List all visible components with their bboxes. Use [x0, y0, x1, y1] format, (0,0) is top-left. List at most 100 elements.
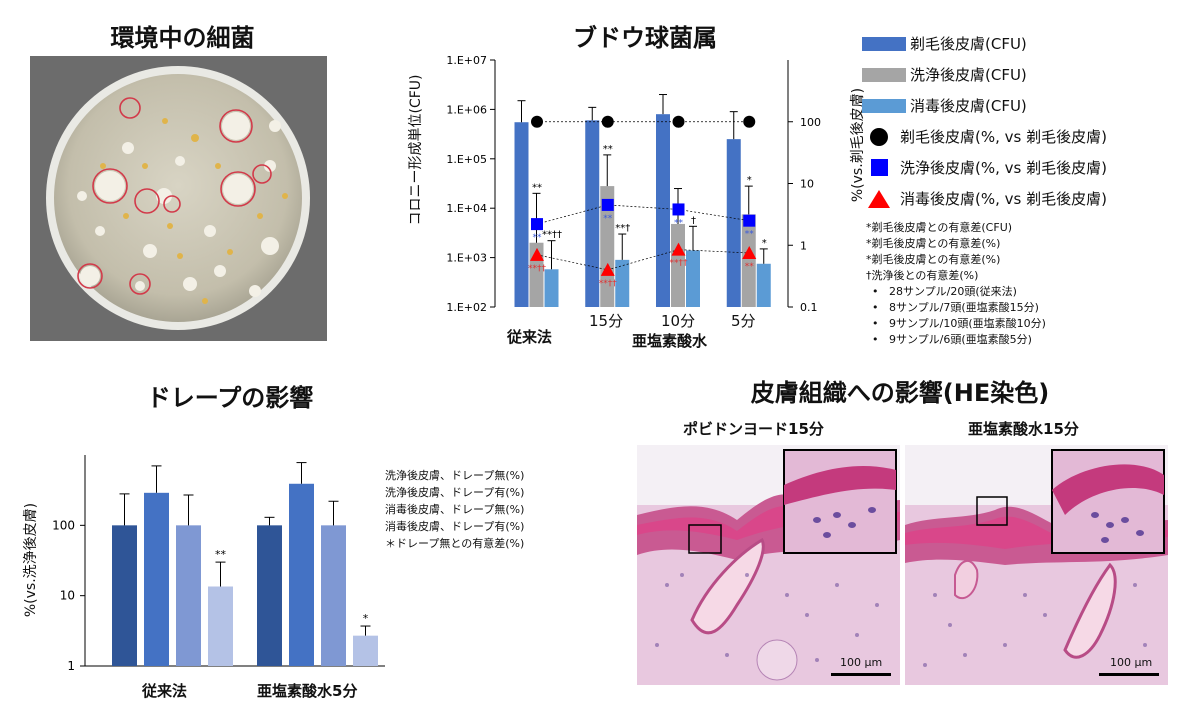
significance-mark: † [691, 215, 696, 226]
drape-legend-line: 洗浄後皮膚、ドレープ有(%) [385, 486, 525, 499]
significance-mark: * [363, 612, 369, 625]
percent-line [536, 204, 750, 225]
note-line: *剃毛後皮膚との有意差(%) [866, 253, 1001, 266]
drape-category-chlorous: 亜塩素酸水5分 [257, 682, 358, 700]
note-line: • 28サンプル/20頭(従来法) [872, 285, 1017, 298]
bar [656, 114, 670, 308]
bar [144, 492, 169, 666]
significance-mark: **†† [599, 279, 618, 289]
bar [257, 525, 282, 666]
environment-title: 環境中の細菌 [110, 24, 255, 52]
significance-mark: ** [215, 548, 227, 561]
percent-marker-circle [601, 115, 614, 128]
significance-mark: ** [745, 262, 755, 272]
square-marker-icon [871, 159, 888, 176]
y2-tick-label: 1 [800, 239, 807, 252]
bar [585, 120, 600, 307]
histology-left-label: ポビドンヨード15分 [683, 420, 824, 438]
triangle-marker-icon [868, 189, 890, 208]
significance-mark: **† [615, 223, 630, 234]
bar [353, 635, 378, 666]
significance-mark: ** [603, 214, 613, 224]
significance-mark: ** [674, 218, 684, 228]
bar [756, 263, 771, 307]
significance-mark: **†† [670, 259, 689, 269]
y-tick-label: 1.E+03 [446, 252, 487, 265]
percent-marker-square [601, 198, 614, 211]
bar [741, 214, 756, 307]
y2-tick-label: 10 [800, 178, 814, 191]
histology-right-label: 亜塩素酸水15分 [968, 420, 1079, 438]
bar [176, 525, 201, 666]
significance-mark: **†† [528, 264, 547, 274]
staph-group-label: 亜塩素酸水 [632, 332, 708, 350]
y-tick-label: 100 [52, 518, 75, 532]
percent-marker-circle [743, 115, 756, 128]
legend-shave-cfu: 剃毛後皮膚(CFU) [862, 33, 1027, 54]
y2-tick-label: 100 [800, 116, 821, 129]
significance-mark: * [747, 175, 752, 186]
bar [208, 586, 233, 666]
percent-marker-square [743, 214, 756, 227]
y-tick-label: 1.E+04 [446, 202, 487, 215]
bar [514, 122, 529, 308]
note-line: †洗浄後との有意差(%) [866, 269, 979, 282]
significance-mark: ** [532, 182, 542, 193]
significance-mark: * [762, 238, 767, 249]
bar [544, 269, 559, 307]
legend-disinfect-cfu: 消毒後皮膚(CFU) [862, 95, 1027, 116]
drape-title: ドレープの影響 [146, 384, 314, 412]
drape-legend-line: 消毒後皮膚、ドレープ無(%) [385, 503, 525, 516]
y2-tick-label: 0.1 [800, 301, 818, 314]
staph-category-10: 10分 [661, 312, 696, 330]
histology-left-scale: 100 μm [840, 656, 883, 669]
petri-dish-photo [30, 56, 327, 341]
significance-mark: ** [533, 233, 543, 243]
staph-category-5: 5分 [731, 312, 756, 330]
percent-marker-circle [672, 115, 685, 128]
note-line: *剃毛後皮膚との有意差(CFU) [866, 221, 1013, 234]
circle-marker-icon [870, 127, 888, 146]
bar [289, 483, 314, 666]
legend-disinfect-pct: 消毒後皮膚(%, vs 剃毛後皮膚) [868, 188, 1107, 209]
histology-right-scale: 100 μm [1110, 656, 1153, 669]
legend-wash-pct: 洗浄後皮膚(%, vs 剃毛後皮膚) [871, 157, 1107, 178]
drape-legend-line: 消毒後皮膚、ドレープ有(%) [385, 520, 525, 533]
histology-title: 皮膚組織への影響(HE染色) [750, 379, 1050, 407]
percent-marker-square [531, 218, 543, 231]
legend-shave-pct: 剃毛後皮膚(%, vs 剃毛後皮膚) [870, 126, 1107, 147]
significance-mark: ** [603, 144, 613, 155]
histology-right-image [905, 445, 1168, 685]
percent-marker-triangle [671, 242, 686, 256]
y-tick-label: 1 [67, 659, 75, 673]
bar [671, 223, 685, 307]
percent-marker-square [672, 203, 685, 216]
legend-swatch [862, 36, 906, 51]
note-line: • 8サンプル/7頭(亜塩素酸15分) [872, 301, 1039, 314]
note-line: *剃毛後皮膚との有意差(%) [866, 237, 1001, 250]
note-line: • 9サンプル/10頭(亜塩素酸10分) [872, 317, 1046, 330]
legend-wash-cfu: 洗浄後皮膚(CFU) [862, 64, 1027, 85]
percent-marker-triangle [530, 247, 544, 261]
drape-legend-line: 洗浄後皮膚、ドレープ無(%) [385, 469, 525, 482]
y-tick-label: 1.E+05 [446, 153, 487, 166]
bar [600, 186, 615, 307]
y-tick-label: 1.E+06 [446, 103, 487, 116]
legend-swatch [862, 98, 906, 113]
percent-marker-triangle [600, 262, 615, 276]
staph-title: ブドウ球菌属 [573, 24, 717, 52]
bar [686, 250, 700, 307]
legend-swatch [862, 67, 906, 82]
y-tick-label: 10 [60, 589, 75, 603]
y-tick-label: 1.E+07 [446, 54, 487, 67]
staph-category-15: 15分 [589, 312, 624, 330]
significance-mark: **†† [542, 230, 562, 241]
staph-ylabel: コロニー形成単位(CFU) [408, 74, 424, 226]
drape-footnote: ＊ドレープ無との有意差(%) [385, 537, 525, 550]
bar [615, 259, 630, 307]
staph-category-conventional: 従来法 [507, 328, 553, 346]
bar [726, 139, 741, 307]
y-tick-label: 1.E+02 [446, 301, 487, 314]
significance-mark: ** [745, 230, 755, 240]
